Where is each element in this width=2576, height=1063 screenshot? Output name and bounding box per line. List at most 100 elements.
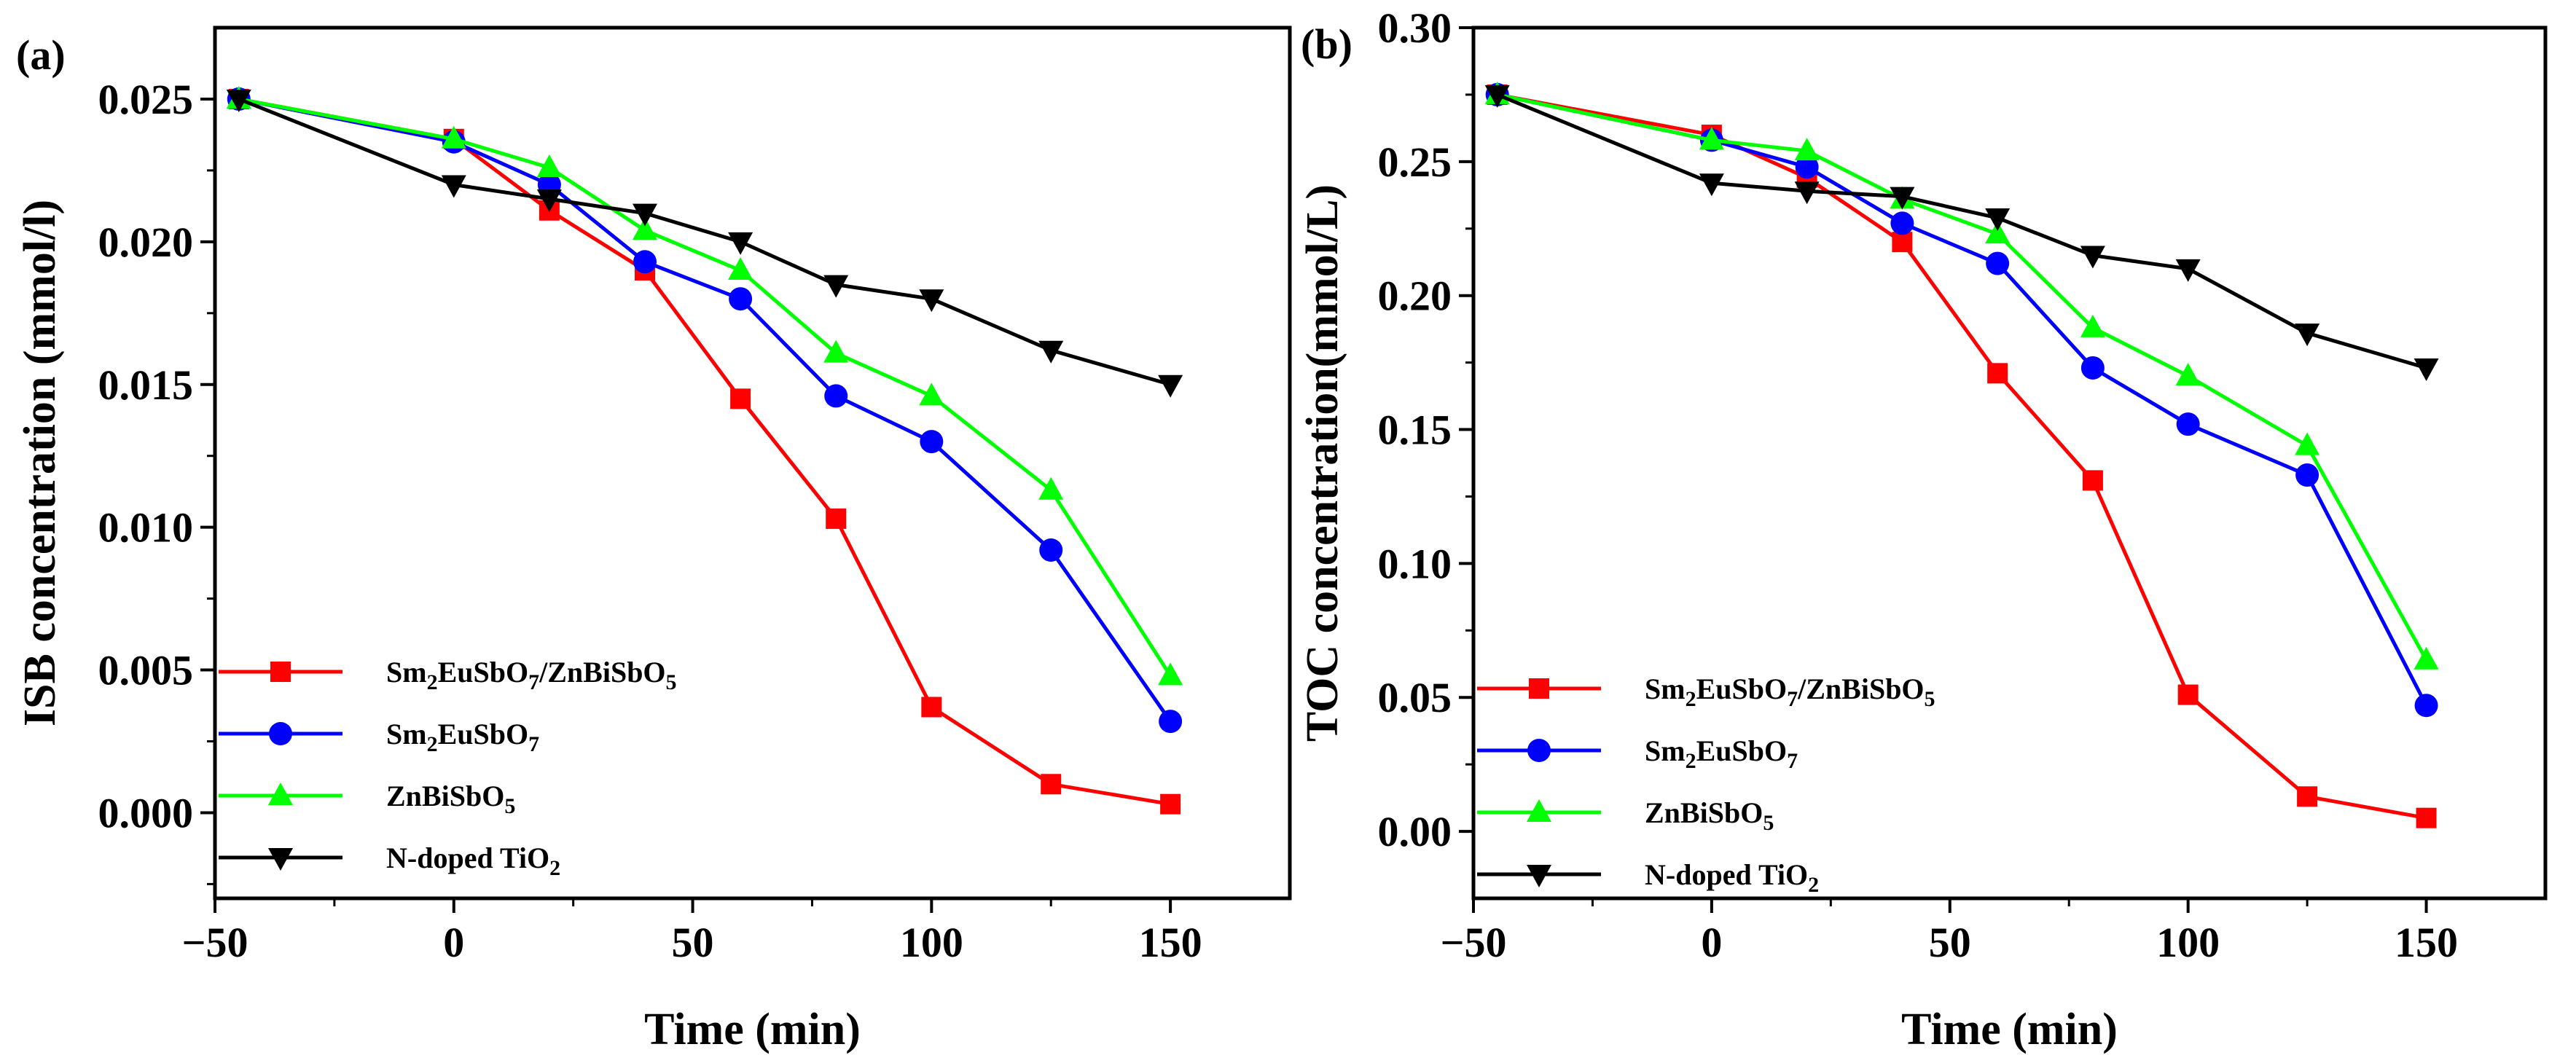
x-tick-label: −50 bbox=[1440, 919, 1506, 966]
y-tick-label: 0.005 bbox=[98, 647, 194, 694]
x-tick-label: 50 bbox=[1929, 919, 1971, 966]
data-point bbox=[1041, 774, 1062, 795]
data-point bbox=[2295, 323, 2320, 347]
data-point bbox=[1985, 208, 2011, 232]
data-point bbox=[2295, 432, 2320, 455]
series-line-2 bbox=[238, 97, 1172, 723]
panel-label: (a) bbox=[16, 31, 66, 79]
series-line-3 bbox=[238, 97, 1172, 677]
y-tick-label: 0.020 bbox=[98, 219, 194, 266]
y-axis-label: TOC concentration(mmol/L) bbox=[1298, 184, 1347, 742]
series-line-1 bbox=[1497, 93, 2427, 820]
data-point bbox=[1484, 85, 1510, 108]
data-point bbox=[633, 250, 657, 274]
data-point bbox=[2080, 356, 2105, 380]
x-tick-label: 0 bbox=[443, 919, 464, 966]
legend-label: Sm2EuSbO7 bbox=[386, 718, 539, 756]
y-tick-label: 0.00 bbox=[1378, 808, 1452, 855]
legend-marker bbox=[1529, 678, 1549, 699]
y-tick-label: 0.30 bbox=[1378, 4, 1452, 52]
data-point bbox=[2295, 463, 2319, 487]
data-point bbox=[919, 383, 944, 406]
x-tick-label: −50 bbox=[181, 919, 248, 966]
y-tick-label: 0.20 bbox=[1378, 272, 1452, 320]
series-line-4 bbox=[238, 97, 1171, 387]
y-tick-label: 0.05 bbox=[1378, 674, 1452, 721]
data-point bbox=[823, 340, 849, 363]
data-point bbox=[441, 125, 466, 149]
plot-frame bbox=[213, 26, 1292, 901]
series-line-3 bbox=[1497, 93, 2428, 661]
data-point bbox=[2413, 358, 2439, 381]
data-point bbox=[919, 289, 944, 313]
data-point bbox=[730, 388, 751, 409]
data-point bbox=[2176, 412, 2200, 436]
x-axis-label: Time (min) bbox=[644, 1005, 861, 1054]
data-point bbox=[1038, 340, 1064, 364]
legend: Sm2EuSbO7/ZnBiSbO5 Sm2EuSbO7 ZnBiSbO5 N-dop… bbox=[1477, 672, 1935, 897]
data-point bbox=[2177, 684, 2199, 705]
series-line-2 bbox=[1497, 93, 2428, 707]
data-point bbox=[728, 257, 753, 281]
y-tick-label: 0.25 bbox=[1378, 138, 1452, 186]
legend-label: Sm2EuSbO7 bbox=[1645, 734, 1798, 773]
legend-marker bbox=[270, 662, 291, 682]
x-tick-label: 100 bbox=[2156, 919, 2220, 966]
data-point bbox=[633, 217, 657, 240]
data-point bbox=[1699, 173, 1724, 197]
data-point bbox=[1795, 155, 1819, 179]
data-point bbox=[1794, 181, 1820, 205]
legend-label: Sm2EuSbO7/ZnBiSbO5 bbox=[1645, 672, 1935, 711]
legend-marker bbox=[268, 782, 293, 805]
legend-marker bbox=[1527, 739, 1551, 762]
y-axis-label: ISB concentration (mmol/l) bbox=[15, 200, 65, 726]
x-tick-label: 150 bbox=[2395, 919, 2458, 966]
data-point bbox=[226, 89, 251, 112]
data-point bbox=[1890, 187, 1915, 210]
y-tick-label: 0.010 bbox=[98, 504, 194, 552]
data-point bbox=[2413, 646, 2439, 670]
data-point bbox=[633, 203, 657, 227]
data-point bbox=[1892, 232, 1913, 253]
legend-label: Sm2EuSbO7/ZnBiSbO5 bbox=[386, 656, 677, 694]
legend-label: N-doped TiO2 bbox=[386, 842, 560, 880]
x-tick-label: 150 bbox=[1139, 919, 1202, 966]
y-tick-label: 0.000 bbox=[98, 789, 194, 836]
data-point bbox=[826, 508, 847, 529]
data-point bbox=[1160, 793, 1181, 815]
data-point bbox=[823, 275, 849, 298]
x-axis-label: Time (min) bbox=[1901, 1005, 2118, 1054]
data-point bbox=[1039, 538, 1063, 562]
legend-label: ZnBiSbO5 bbox=[1645, 796, 1774, 835]
x-tick-label: 0 bbox=[1701, 919, 1722, 966]
data-point bbox=[1986, 251, 2010, 275]
data-point bbox=[536, 154, 562, 177]
y-tick-label: 0.15 bbox=[1378, 407, 1452, 454]
data-point bbox=[536, 189, 562, 213]
data-point bbox=[921, 697, 942, 718]
data-point bbox=[824, 384, 848, 408]
y-tick-label: 0.025 bbox=[98, 76, 194, 123]
data-point bbox=[1159, 710, 1183, 734]
data-point bbox=[1158, 662, 1183, 686]
data-point bbox=[1890, 211, 1914, 235]
data-point bbox=[1794, 138, 1820, 161]
legend-marker bbox=[1527, 799, 1551, 822]
legend-marker bbox=[268, 848, 293, 871]
y-tick-label: 0.015 bbox=[98, 361, 194, 409]
data-point bbox=[2297, 786, 2318, 807]
data-point bbox=[2416, 807, 2437, 828]
chart-panel-1: −50 0 50 100 150 0.000 0.005 0.010 0.015 0.020 0.0… bbox=[15, 26, 1292, 1054]
data-point bbox=[2414, 694, 2438, 718]
data-point bbox=[1038, 476, 1064, 500]
data-point bbox=[729, 287, 753, 311]
legend-label: ZnBiSbO5 bbox=[386, 780, 515, 818]
series-line-1 bbox=[238, 97, 1171, 807]
data-point bbox=[2082, 470, 2103, 491]
data-point bbox=[441, 175, 466, 198]
panel-label: (b) bbox=[1301, 20, 1352, 68]
plot-frame bbox=[1471, 26, 2548, 901]
chart-panel-2: −50 0 50 100 150 0.00 0.05 0.10 0.15 0.20 0.25 0.30… bbox=[1298, 4, 2548, 1054]
x-tick-label: 50 bbox=[672, 919, 714, 966]
